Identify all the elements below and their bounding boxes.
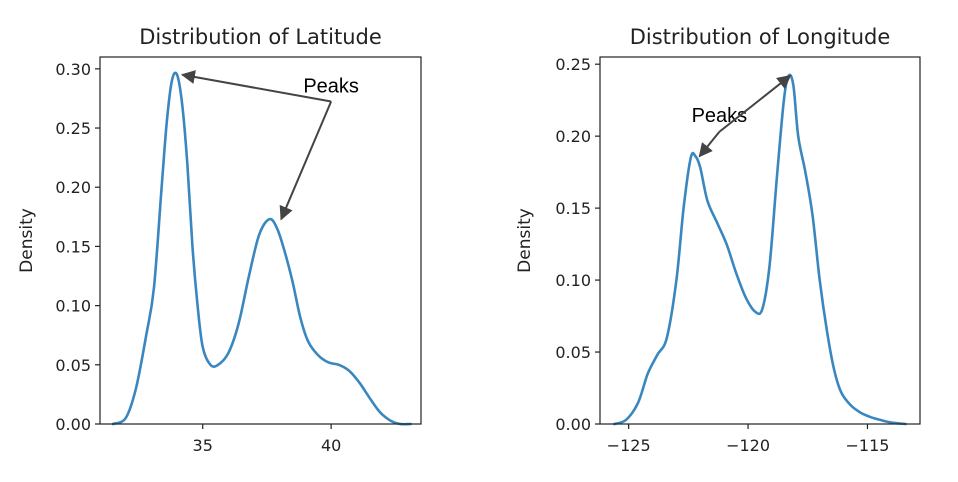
x-tick-label: 40	[321, 436, 341, 455]
peaks-annotation-label: Peaks	[303, 76, 359, 98]
peak-arrow	[718, 74, 792, 133]
x-tick-label: −125	[607, 436, 651, 455]
y-tick-label: 0.10	[55, 297, 91, 316]
plot-frame	[99, 56, 422, 425]
peak-arrow	[180, 70, 332, 103]
y-tick-label: 0.00	[555, 415, 591, 434]
y-tick-label: 0.05	[555, 343, 591, 362]
density-curve	[111, 71, 413, 426]
x-tick-label: −120	[726, 436, 770, 455]
peak-arrow	[698, 131, 721, 158]
y-tick-label: 0.05	[55, 356, 91, 375]
density-curve	[613, 73, 907, 426]
peak-arrow	[279, 101, 333, 221]
y-tick-label: 0.15	[55, 237, 91, 256]
y-tick-label: 0.10	[555, 271, 591, 290]
y-axis-label: Density	[515, 208, 535, 273]
y-axis-label: Density	[17, 208, 37, 273]
plot-frame	[599, 56, 921, 425]
y-tick-label: 0.20	[55, 178, 91, 197]
chart-title: Distribution of Longitude	[630, 25, 891, 49]
y-tick-label: 0.30	[55, 60, 91, 79]
y-tick-label: 0.25	[55, 119, 91, 138]
latitude-chart: Distribution of Latitude Density 0.00 0.05 0…	[17, 25, 422, 455]
chart-title: Distribution of Latitude	[139, 25, 382, 49]
x-tick-label: 35	[193, 436, 213, 455]
y-tick-label: 0.15	[555, 199, 591, 218]
x-tick-label: −115	[845, 436, 889, 455]
y-tick-label: 0.25	[555, 55, 591, 74]
y-tick-label: 0.20	[555, 127, 591, 146]
y-tick-label: 0.00	[55, 415, 91, 434]
longitude-chart: Distribution of Longitude Density 0.00 0.05…	[515, 25, 921, 455]
